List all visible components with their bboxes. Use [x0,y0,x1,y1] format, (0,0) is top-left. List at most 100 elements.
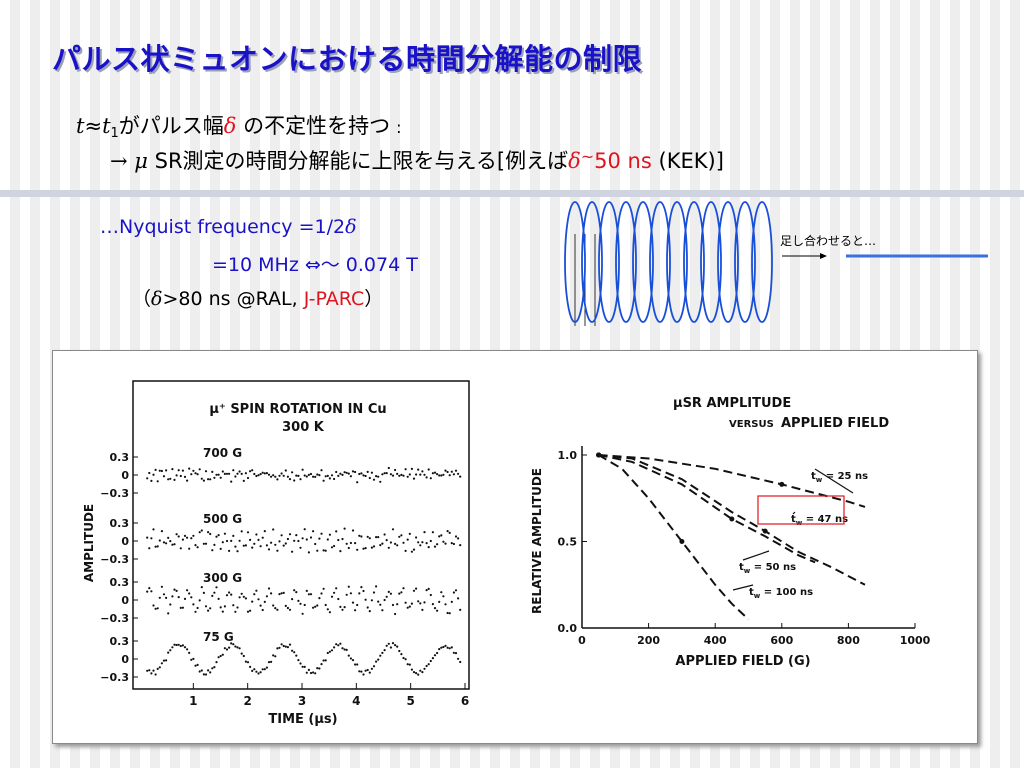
trace-point [429,659,432,663]
trace-point [427,468,430,471]
coil-loop [649,201,671,323]
trace-point [337,597,340,601]
trace-300: 300 G 0.3 0 −0.3 [100,571,462,625]
trace-point [316,604,319,607]
trace-point [438,600,441,603]
trace-point [238,647,241,650]
trace-point [440,591,443,594]
trace-point [179,474,182,478]
trace-point [198,531,201,534]
trace-point [419,544,422,547]
trace-point [299,662,302,665]
trace-point [452,591,455,594]
trace-point [148,471,151,475]
trace-point [375,475,378,478]
trace-point [255,589,258,592]
trace-point [444,603,447,606]
trace-point [417,541,420,544]
trace-point [267,587,271,590]
trace-point [232,604,235,607]
trace-point [244,544,247,547]
trace-point [370,471,373,474]
trace-point [324,549,327,552]
trace-point [276,549,279,552]
right-xlabel: APPLIED FIELD (G) [675,654,810,669]
right-y-tick-label: 0.5 [558,536,578,549]
trace-point [204,542,208,545]
trace-point [330,474,334,477]
coil-loop [632,201,654,323]
trace-point [343,527,346,530]
resolution-text: SR測定の時間分解能に上限を与える[例えば [154,149,569,173]
trace-point [177,535,180,538]
trace-point [402,474,405,477]
coil-loop [564,201,586,323]
trace-point [341,537,344,541]
trace-point [288,608,292,611]
trace-point [360,586,363,589]
trace-point [162,593,166,596]
trace-point [183,646,187,649]
trace-point [318,667,321,670]
trace-point [209,478,212,481]
trace-point [230,539,233,542]
trace-point [446,646,449,649]
trace-point [242,479,245,482]
series-label-rest: = 50 ns [750,562,796,573]
trace-point [160,469,163,473]
trace-point [423,531,426,534]
trace-point [236,472,239,475]
trace-point [165,542,168,545]
trace-point [156,545,159,548]
trace-point [368,671,371,674]
trace-point [165,469,168,472]
trace-point [419,669,422,672]
trace-point [364,547,367,550]
trace-point [429,477,432,480]
trace-point [385,595,388,598]
trace-point [207,531,210,534]
trace-label: 500 G [203,512,242,526]
trace-point [343,648,346,651]
trace-point [265,472,268,475]
trace-point [328,477,331,480]
trace-point [263,600,266,603]
trace-y-tick: 0 [121,594,129,607]
trace-point [148,669,151,672]
trace-point [333,591,336,594]
divider-band [0,190,1024,197]
trace-point [406,475,409,478]
trace-point [198,468,201,471]
trace-point [421,671,424,674]
trace-point [211,667,214,670]
trace-point [423,667,426,670]
trace-point [408,473,411,476]
trace-point [343,471,346,474]
sum-arrow-figure [782,253,988,259]
trace-point [215,661,218,664]
trace-point [372,478,376,481]
trace-point [375,585,378,588]
trace-point [326,608,329,611]
trace-point [221,470,224,473]
trace-point [255,670,258,673]
trace-point [442,540,445,543]
trace-point [213,543,216,546]
coil-loop [581,201,603,323]
trace-point [362,547,365,550]
trace-point [196,546,199,549]
trace-point [400,653,403,656]
trace-point [415,672,418,675]
trace-point [442,645,445,649]
trace-point [272,528,275,531]
trace-point [318,474,321,477]
right-ticks: 0 200 400 600 800 1000 0.0 0.5 1.0 [558,449,931,647]
trace-point [270,541,273,544]
trace-point [293,651,296,654]
trace-point [351,601,355,604]
trace-point [391,528,395,531]
trace-point [156,667,159,670]
trace-point [186,648,189,651]
left-ylabel: AMPLITUDE [82,504,96,582]
trace-point [179,606,182,609]
